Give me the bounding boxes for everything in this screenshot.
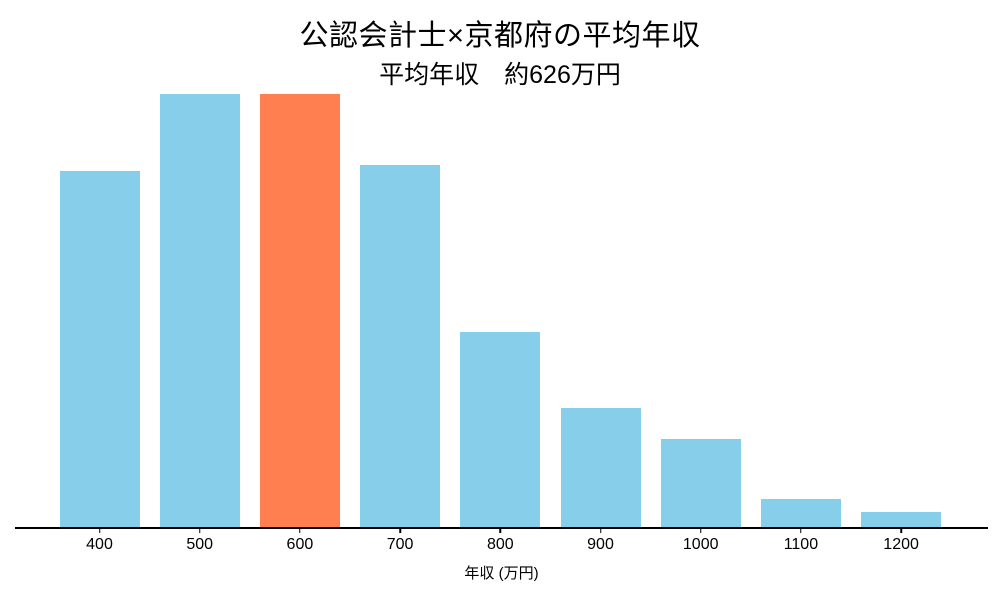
x-tick-1100 xyxy=(800,529,802,533)
bar-800 xyxy=(460,332,541,527)
chart-subtitle: 平均年収 約626万円 xyxy=(379,61,621,89)
x-tick-label-500: 500 xyxy=(186,536,214,553)
x-tick-label-400: 400 xyxy=(86,536,113,553)
x-axis-line xyxy=(15,527,988,529)
bar-600 xyxy=(259,94,340,527)
chart-title: 公認会計士×京都府の平均年収 xyxy=(299,20,701,52)
x-axis-title: 年収 (万円) xyxy=(464,565,539,582)
x-tick-label-1200: 1200 xyxy=(883,536,919,553)
bar-1000 xyxy=(660,439,741,527)
x-tick-800 xyxy=(499,529,502,533)
x-tick-label-1100: 1100 xyxy=(783,536,819,553)
bar-1100 xyxy=(760,499,841,527)
x-tick-700 xyxy=(399,529,401,533)
x-tick-600 xyxy=(299,529,301,533)
bar-900 xyxy=(560,408,641,527)
x-tick-900 xyxy=(599,529,602,533)
x-tick-label-600: 600 xyxy=(286,536,314,553)
x-tick-400 xyxy=(98,529,101,533)
bar-400 xyxy=(59,171,140,527)
x-tick-1000 xyxy=(699,529,702,533)
x-tick-label-700: 700 xyxy=(386,536,414,553)
bar-1200 xyxy=(861,512,942,527)
x-axis: 400 500 600 700 800 900 1000 1100 1200 xyxy=(15,529,988,569)
x-tick-label-1000: 1000 xyxy=(682,536,719,553)
x-tick-label-900: 900 xyxy=(587,536,614,553)
x-tick-label-800: 800 xyxy=(486,536,514,553)
bar-500 xyxy=(159,94,240,527)
bar-700 xyxy=(360,165,441,527)
plot-area xyxy=(15,0,988,529)
x-tick-1200 xyxy=(900,529,902,533)
x-tick-500 xyxy=(198,529,201,533)
